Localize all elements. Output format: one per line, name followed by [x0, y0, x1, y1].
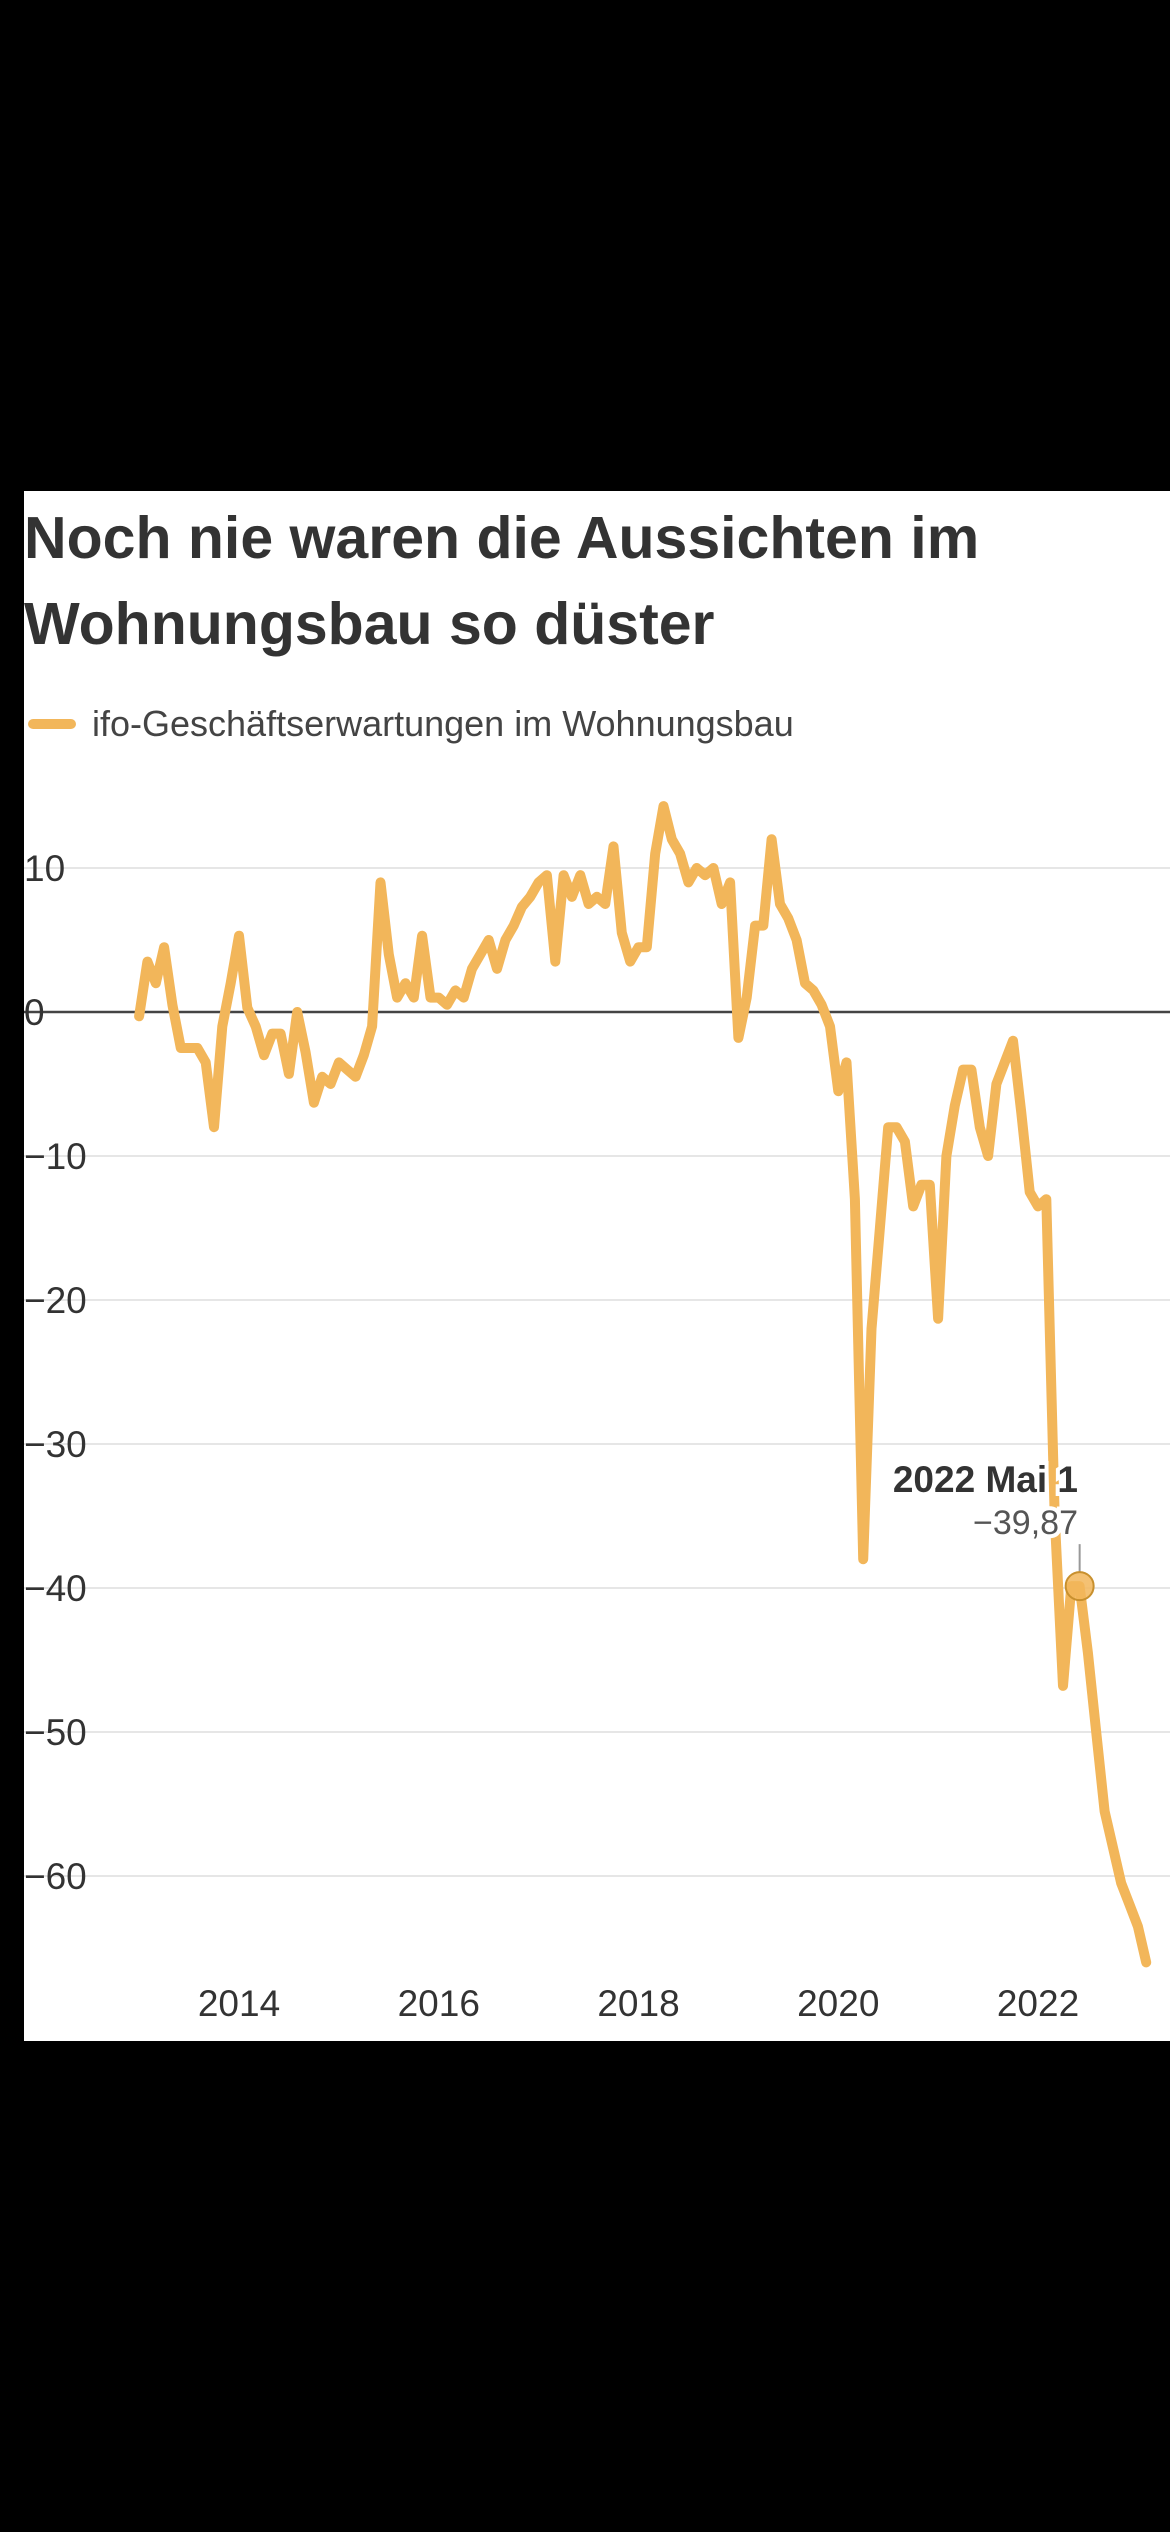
x-tick-label: 2014 [198, 1983, 280, 2024]
chart-card: Noch nie waren die Aussichten im Wohnung… [24, 491, 1170, 2041]
chart-title: Noch nie waren die Aussichten im Wohnung… [24, 505, 980, 657]
line-chart[interactable]: 100−10−20−30−40−50−60 2014 2016 2018 2020 20… [24, 491, 1170, 2041]
tooltip-value: −39,87 [973, 1504, 1078, 1542]
highlight-marker[interactable] [1064, 1571, 1095, 1602]
x-tick-label: 2022 [997, 1983, 1079, 2024]
grid-layer [24, 867, 1170, 1877]
legend-swatch [28, 719, 76, 729]
y-tick-label: 0 [24, 992, 45, 1033]
tooltip-title: 2022 Mai 1 [893, 1459, 1078, 1500]
y-tick-label: 10 [24, 848, 65, 889]
legend-label: ifo-Geschäftserwartungen im Wohnungsbau [92, 703, 794, 744]
y-tick-label: −30 [24, 1424, 87, 1465]
legend[interactable]: ifo-Geschäftserwartungen im Wohnungsbau [28, 699, 794, 749]
x-tick-label: 2018 [597, 1983, 679, 2024]
series-line[interactable] [134, 801, 1152, 1968]
series-layer [134, 801, 1152, 1968]
y-tick-label: −60 [24, 1856, 87, 1897]
x-tick-label: 2016 [398, 1983, 480, 2024]
y-tick-label: −20 [24, 1280, 87, 1321]
y-tick-label: −50 [24, 1712, 87, 1753]
y-tick-label: −10 [24, 1136, 87, 1177]
x-axis: 2014 2016 2018 2020 2022 [198, 1983, 1079, 2024]
y-axis: 10 0 −10 −20 −30 −40 −50 −60 [24, 848, 87, 1897]
tooltip: 2022 Mai 1 −39,87 [889, 1455, 1095, 1602]
y-tick-label: −40 [24, 1568, 87, 1609]
x-tick-label: 2020 [797, 1983, 879, 2024]
